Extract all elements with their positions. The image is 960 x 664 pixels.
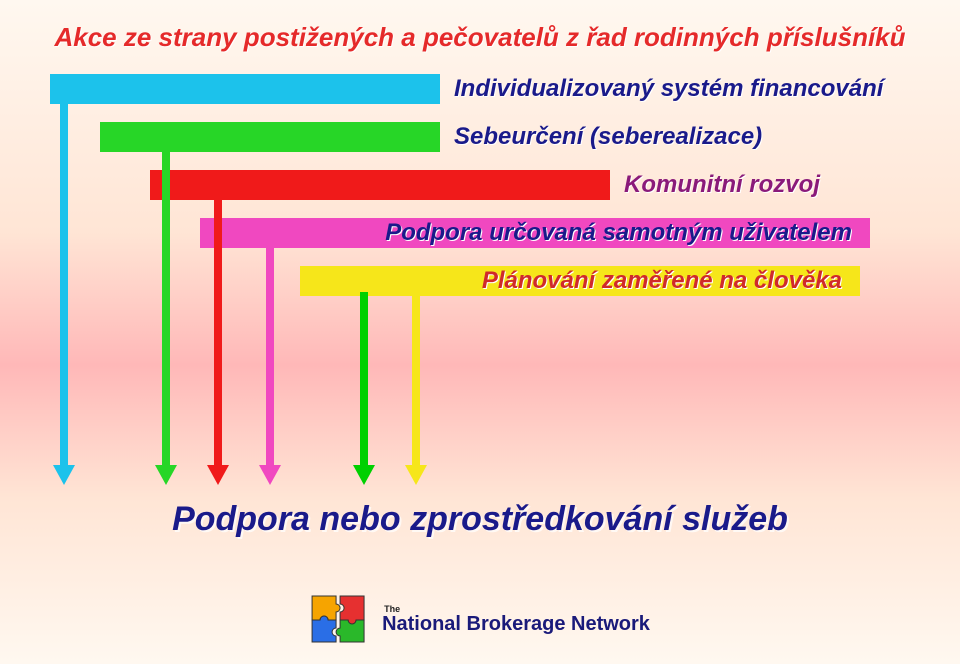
footer-logo: The National Brokerage Network <box>310 594 650 644</box>
bar-row: Sebeurčení (seberealizace) <box>100 118 762 155</box>
bar <box>150 170 610 200</box>
page-title: Akce ze strany postižených a pečovatelů … <box>30 22 930 53</box>
arrow-head <box>353 465 375 485</box>
arrow-head <box>53 465 75 485</box>
arrow-head <box>155 465 177 485</box>
bar <box>100 122 440 152</box>
bar: Plánování zaměřené na člověka <box>300 266 860 296</box>
arrow-head <box>405 465 427 485</box>
bar-row: Individualizovaný systém financování <box>50 70 883 107</box>
bar-label: Sebeurčení (seberealizace) <box>454 123 762 151</box>
bar-label: Komunitní rozvoj <box>624 171 820 199</box>
bar-diagram: Individualizovaný systém financování Sebe… <box>50 70 910 380</box>
puzzle-icon <box>310 594 372 644</box>
bottom-title: Podpora nebo zprostředkování služeb <box>30 500 930 539</box>
bar-label: Individualizovaný systém financování <box>454 75 883 103</box>
footer-big-text: National Brokerage Network <box>382 614 650 634</box>
arrow-head <box>207 465 229 485</box>
bar <box>50 74 440 104</box>
bar-label: Plánování zaměřené na člověka <box>482 267 842 295</box>
bar-row: Komunitní rozvoj <box>150 166 820 203</box>
arrow-head <box>259 465 281 485</box>
bar-row: Podpora určovaná samotným uživatelem <box>200 214 870 251</box>
bar-row: Plánování zaměřené na člověka <box>300 262 860 299</box>
bar: Podpora určovaná samotným uživatelem <box>200 218 870 248</box>
bar-label: Podpora určovaná samotným uživatelem <box>385 219 852 247</box>
